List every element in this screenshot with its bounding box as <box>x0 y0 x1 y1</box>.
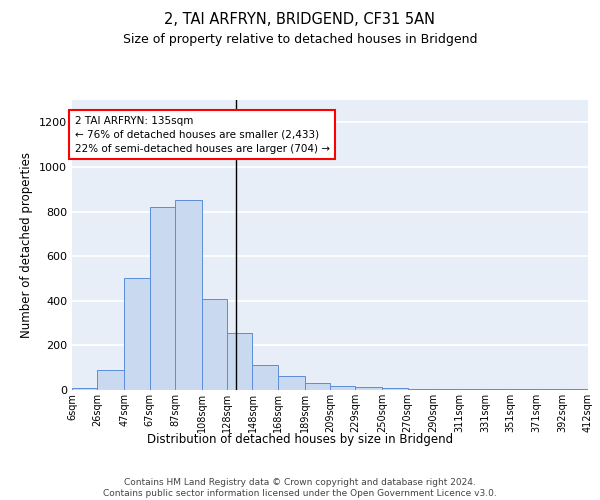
Bar <box>202 298 227 390</box>
Bar <box>433 389 460 390</box>
Bar <box>536 389 563 390</box>
Text: Contains HM Land Registry data © Crown copyright and database right 2024.
Contai: Contains HM Land Registry data © Crown c… <box>103 478 497 498</box>
Y-axis label: Number of detached properties: Number of detached properties <box>20 152 34 338</box>
Bar <box>355 386 382 390</box>
Bar <box>227 333 253 390</box>
Bar <box>124 278 149 390</box>
Bar <box>278 376 305 390</box>
Text: Distribution of detached houses by size in Bridgend: Distribution of detached houses by size … <box>147 432 453 446</box>
Text: 2, TAI ARFRYN, BRIDGEND, CF31 5AN: 2, TAI ARFRYN, BRIDGEND, CF31 5AN <box>164 12 436 28</box>
Bar <box>305 384 330 390</box>
Bar <box>175 200 202 390</box>
Bar <box>149 207 175 390</box>
Bar <box>253 366 278 390</box>
Bar <box>485 389 511 390</box>
Bar <box>72 388 97 390</box>
Bar <box>330 386 355 390</box>
Bar <box>97 370 124 390</box>
Bar <box>511 389 536 390</box>
Text: 2 TAI ARFRYN: 135sqm
← 76% of detached houses are smaller (2,433)
22% of semi-de: 2 TAI ARFRYN: 135sqm ← 76% of detached h… <box>74 116 329 154</box>
Bar <box>460 389 485 390</box>
Bar <box>563 389 588 390</box>
Bar <box>407 389 433 390</box>
Bar <box>382 388 407 390</box>
Text: Size of property relative to detached houses in Bridgend: Size of property relative to detached ho… <box>123 32 477 46</box>
